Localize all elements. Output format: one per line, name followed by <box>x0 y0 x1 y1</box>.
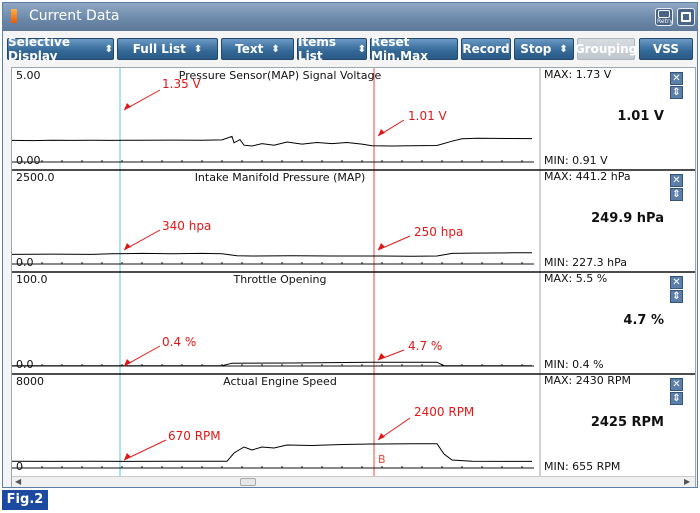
current-value: 2425 RPM <box>591 415 664 430</box>
annotation-cursor-b: 250 hpa <box>414 225 463 239</box>
y-max-label: 5.00 <box>16 69 41 82</box>
annotation-cursor-a: 1.35 V <box>162 77 202 91</box>
toolbar-button-items-list[interactable]: Items List ⬍ <box>297 35 367 63</box>
toolbar-button-selective-display[interactable]: Selective Display ⬍ <box>7 35 114 63</box>
min-value: MIN: 0.4 % <box>544 358 604 371</box>
current-value: 1.01 V <box>617 109 664 124</box>
up-down-arrows-icon: ⬍ <box>193 43 203 55</box>
panel-title: Throttle Opening <box>232 273 326 286</box>
max-value: MAX: 1.73 V <box>544 68 612 81</box>
expand-panel-icon[interactable]: ⇕ <box>670 188 683 201</box>
close-panel-icon[interactable]: ✕ <box>670 72 683 85</box>
y-min-label: 0.0 <box>16 358 34 371</box>
current-value: 4.7 % <box>623 313 664 328</box>
y-min-label: 0 <box>16 460 23 473</box>
max-value: MAX: 441.2 hPa <box>544 170 631 183</box>
max-value: MAX: 5.5 % <box>544 272 607 285</box>
expand-panel-icon[interactable]: ⇕ <box>670 290 683 303</box>
toolbar-button-full-list[interactable]: Full List ⬍ <box>117 38 218 60</box>
min-value: MIN: 0.91 V <box>544 154 608 167</box>
toolbar-button-label: Selective Display <box>8 35 70 63</box>
y-max-label: 8000 <box>16 375 44 388</box>
toolbar-button-label: Items List <box>298 35 336 63</box>
close-panel-icon[interactable]: ✕ <box>670 174 683 187</box>
current-value: 249.9 hPa <box>591 211 664 226</box>
toolbar-button-text[interactable]: Text ⬍ <box>221 38 294 60</box>
arrow-head-icon <box>124 359 131 366</box>
expand-panel-icon[interactable]: ⇕ <box>670 392 683 405</box>
y-max-label: 100.0 <box>16 273 48 286</box>
retry-button[interactable]: Retry <box>655 8 673 26</box>
signal-trace <box>11 443 532 462</box>
toolbar: Selective Display ⬍ Full List ⬍ Text ⬍ Items L… <box>3 35 697 63</box>
app-flag-icon <box>11 9 17 23</box>
chart-area: 5.00 0.00 Pressure Sensor(MAP) Signal Volt… <box>11 67 696 487</box>
retry-icon <box>658 10 670 18</box>
arrow-head-icon <box>124 453 131 460</box>
up-down-arrows-icon: ⬍ <box>559 43 568 55</box>
maximize-icon <box>681 12 691 22</box>
up-down-arrows-icon: ⬍ <box>271 43 280 55</box>
arrow-head-icon <box>378 433 385 440</box>
scroll-thumb[interactable] <box>240 478 256 486</box>
signal-trace <box>12 361 532 367</box>
close-panel-icon[interactable]: ✕ <box>670 276 683 289</box>
retry-label: Retry <box>657 18 673 25</box>
panel-title: Actual Engine Speed <box>223 375 337 388</box>
toolbar-button-label: Text <box>235 42 264 56</box>
panel-title: Intake Manifold Pressure (MAP) <box>195 171 366 184</box>
annotation-arrow <box>377 349 405 361</box>
arrow-head-icon <box>124 243 131 250</box>
scroll-left-icon[interactable]: ◀ <box>15 477 22 486</box>
toolbar-button-label: Stop <box>520 42 552 56</box>
toolbar-button-label: Full List <box>132 42 186 56</box>
close-panel-icon[interactable]: ✕ <box>670 378 683 391</box>
current-data-window: Current Data Retry Selective Display ⬍ Ful… <box>2 2 698 488</box>
signal-trace <box>11 252 532 257</box>
annotation-cursor-b: 1.01 V <box>408 109 448 123</box>
toolbar-button-label: VSS <box>652 42 680 56</box>
horizontal-scrollbar[interactable]: ◀ ▶ <box>12 476 695 487</box>
window-title: Current Data <box>29 8 120 24</box>
annotation-cursor-a: 0.4 % <box>162 335 196 349</box>
y-max-label: 2500.0 <box>16 171 55 184</box>
title-bar: Current Data Retry <box>3 3 697 31</box>
arrow-head-icon <box>378 353 385 360</box>
arrow-head-icon <box>378 129 385 136</box>
signal-trace <box>11 135 533 147</box>
maximize-button[interactable] <box>677 8 695 26</box>
up-down-arrows-icon: ⬍ <box>104 43 113 55</box>
annotation-cursor-b: 4.7 % <box>408 339 442 353</box>
toolbar-button-vss[interactable]: VSS <box>639 38 693 60</box>
toolbar-button-label: Grouping <box>574 42 638 56</box>
annotation-arrow <box>123 439 167 461</box>
min-value: MIN: 655 RPM <box>544 460 620 473</box>
panel-title: Pressure Sensor(MAP) Signal Voltage <box>179 69 382 82</box>
min-value: MIN: 227.3 hPa <box>544 256 627 269</box>
figure-label: Fig.2 <box>2 490 48 510</box>
scroll-right-icon[interactable]: ▶ <box>684 477 691 486</box>
annotation-cursor-a: 340 hpa <box>162 219 211 233</box>
y-min-label: 0.00 <box>16 154 41 167</box>
toolbar-button-record[interactable]: Record <box>461 38 511 60</box>
max-value: MAX: 2430 RPM <box>544 374 631 387</box>
cursor-b-label: B <box>378 453 386 466</box>
y-min-label: 0.0 <box>16 256 34 269</box>
toolbar-button-label: Reset Min.Max <box>371 35 428 63</box>
arrow-head-icon <box>124 103 131 110</box>
toolbar-button-grouping: Grouping <box>574 38 638 60</box>
expand-panel-icon[interactable]: ⇕ <box>670 86 683 99</box>
toolbar-button-stop[interactable]: Stop ⬍ <box>514 38 574 60</box>
annotation-cursor-a: 670 RPM <box>168 429 221 443</box>
up-down-arrows-icon: ⬍ <box>357 43 366 55</box>
arrow-head-icon <box>378 243 385 250</box>
toolbar-button-label: Record <box>462 42 510 56</box>
annotation-cursor-b: 2400 RPM <box>414 405 474 419</box>
toolbar-button-reset-min-max[interactable]: Reset Min.Max <box>370 35 458 63</box>
